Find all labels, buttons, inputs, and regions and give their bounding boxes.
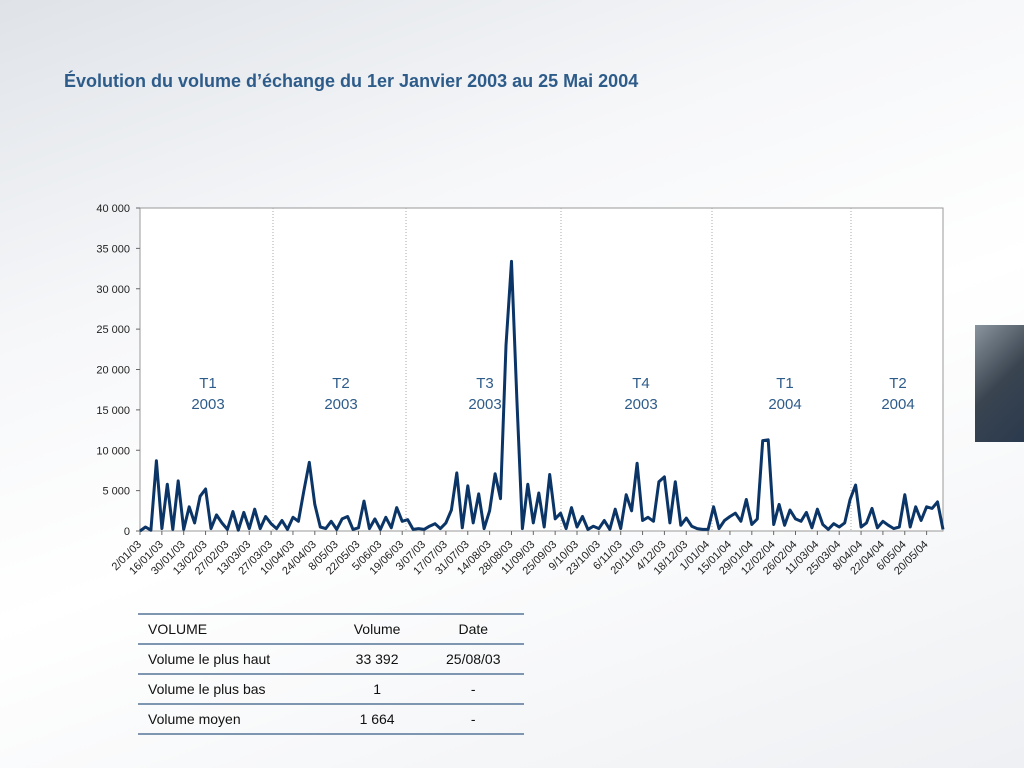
quarter-label: 2003 [468,396,501,413]
y-tick-label: 20 000 [96,365,130,377]
cell: 33 392 [331,643,423,674]
table-row: Volume moyen 1 664- [138,703,524,735]
cell: 1 664 [331,703,423,735]
summary-table: VOLUME Volume Date Volume le plus haut 33 3… [138,613,524,735]
line-series [139,259,945,533]
quarter-label: 2004 [881,396,914,413]
y-tick-label: 5 000 [102,486,130,498]
quarter-label: 2003 [624,396,657,413]
cell: Volume [331,613,423,644]
y-tick-label: 10 000 [96,445,130,457]
quarter-label: T1 [776,375,794,392]
y-tick-label: 30 000 [96,284,130,296]
quarter-label: T2 [889,375,907,392]
cell: - [422,673,524,704]
quarter-label: 2003 [324,396,357,413]
plot-area [139,207,944,532]
side-photo [975,325,1024,442]
cell: 25/08/03 [422,643,524,674]
quarter-label: T1 [199,375,217,392]
cell: Volume le plus bas [138,673,332,704]
y-tick-label: 40 000 [96,203,130,215]
cell: - [422,703,524,735]
quarter-label: T3 [476,375,494,392]
quarter-label: T2 [332,375,350,392]
table-row: Volume le plus haut 33 392 25/08/03 [138,643,524,674]
table-header: VOLUME Volume Date [138,613,524,644]
y-tick-label: 25 000 [96,324,130,336]
y-tick-label: 35 000 [96,243,130,255]
cell: VOLUME [138,613,332,644]
quarter-label: 2004 [768,396,801,413]
cell: Volume moyen [138,703,332,735]
quarter-label: 2003 [191,396,224,413]
y-tick-label: 0 [124,526,130,538]
chart-title: Évolution du volume d’échange du 1er Jan… [64,70,638,91]
y-tick-label: 15 000 [96,405,130,417]
cell: Date [422,613,524,644]
table-row: Volume le plus bas 1- [138,673,524,704]
cell: 1 [331,673,423,704]
quarter-label: T4 [632,375,650,392]
cell: Volume le plus haut [138,643,332,674]
